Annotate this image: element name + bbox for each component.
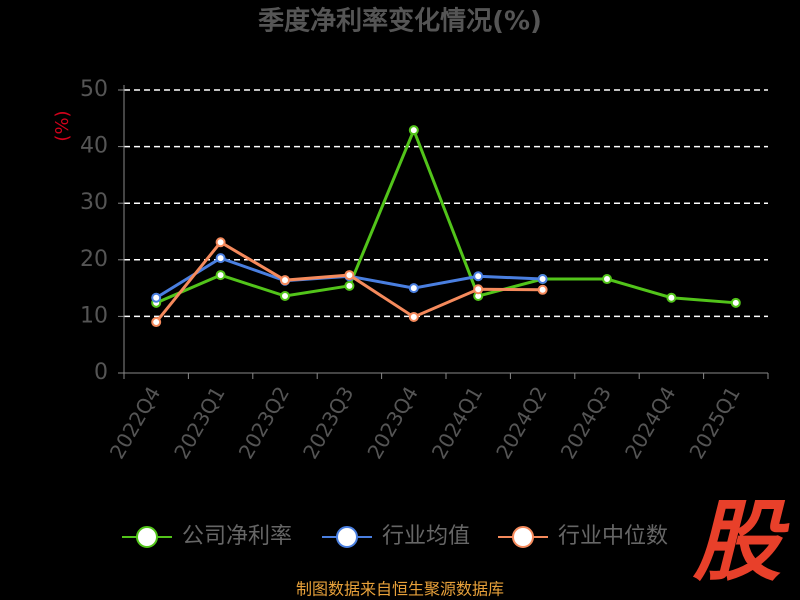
point: [280, 275, 290, 286]
point: [280, 291, 290, 302]
point: [344, 270, 355, 281]
point: [473, 284, 484, 295]
legend-label: 公司净利率: [182, 524, 292, 549]
legend-label: 行业中位数: [558, 524, 668, 549]
source-note: 制图数据来自恒生聚源数据库: [296, 580, 504, 599]
point: [730, 297, 741, 308]
chart-title: 季度净利率变化情况(%): [258, 6, 542, 37]
y-tick-label: 30: [80, 190, 108, 215]
legend-marker: [336, 526, 358, 548]
legend-label: 行业均值: [382, 524, 470, 549]
point: [602, 274, 612, 285]
point: [215, 270, 226, 281]
point: [537, 274, 548, 285]
point: [473, 271, 484, 282]
point: [215, 253, 226, 264]
series-line: [155, 126, 736, 305]
point: [408, 125, 419, 136]
y-axis-label: (%): [52, 110, 73, 141]
logo: 股: [692, 490, 790, 593]
legend-marker: [136, 526, 158, 548]
y-tick-label: 0: [94, 360, 108, 385]
point: [344, 280, 355, 291]
point: [408, 283, 419, 294]
point: [215, 237, 226, 248]
legend-marker: [512, 526, 534, 548]
y-tick-label: 20: [80, 247, 108, 272]
y-tick-label: 10: [80, 303, 108, 328]
point: [666, 292, 677, 303]
y-tick-label: 40: [80, 134, 108, 159]
y-tick-label: 50: [80, 77, 108, 102]
point: [537, 284, 548, 295]
point: [151, 292, 162, 303]
point: [151, 317, 162, 328]
point: [408, 311, 419, 322]
